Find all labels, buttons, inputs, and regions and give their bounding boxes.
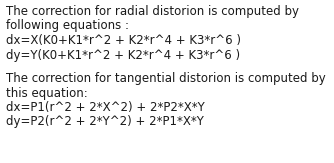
Text: The correction for radial distorion is computed by: The correction for radial distorion is c… (6, 5, 299, 18)
Text: dy=Y(K0+K1*r^2 + K2*r^4 + K3*r^6 ): dy=Y(K0+K1*r^2 + K2*r^4 + K3*r^6 ) (6, 49, 240, 61)
Text: dx=X(K0+K1*r^2 + K2*r^4 + K3*r^6 ): dx=X(K0+K1*r^2 + K2*r^4 + K3*r^6 ) (6, 34, 241, 47)
Text: dy=P2(r^2 + 2*Y^2) + 2*P1*X*Y: dy=P2(r^2 + 2*Y^2) + 2*P1*X*Y (6, 116, 204, 128)
Text: The correction for tangential distorion is computed by: The correction for tangential distorion … (6, 72, 326, 85)
Text: this equation:: this equation: (6, 87, 88, 99)
Text: dx=P1(r^2 + 2*X^2) + 2*P2*X*Y: dx=P1(r^2 + 2*X^2) + 2*P2*X*Y (6, 101, 205, 114)
Text: following equations :: following equations : (6, 20, 129, 32)
